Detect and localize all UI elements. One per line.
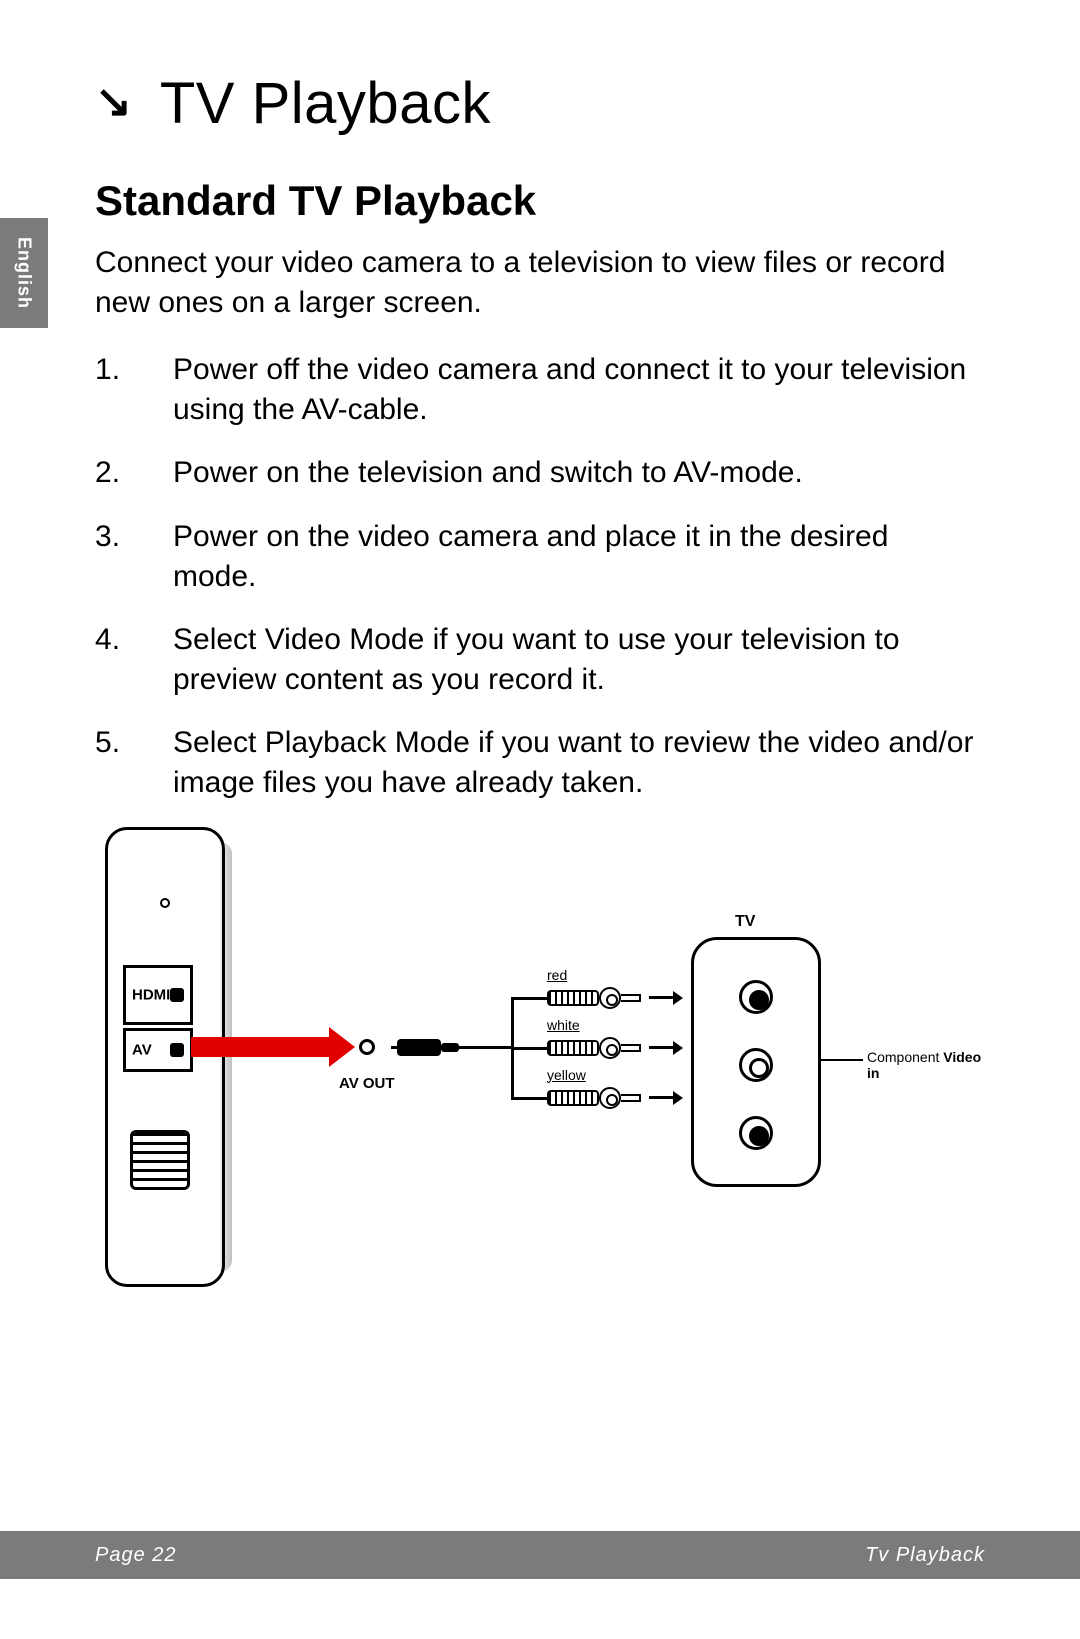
hdmi-port-icon: HDMI — [123, 965, 193, 1025]
rca-yellow-plug-icon — [547, 1085, 647, 1111]
av-hole-icon — [170, 1043, 184, 1057]
connection-diagram: HDMI AV AV OUT red white yellow TV — [95, 827, 985, 1297]
step-item: Power on the television and switch to AV… — [95, 453, 975, 493]
av-port-icon: AV — [123, 1028, 193, 1072]
av-out-label: AV OUT — [339, 1075, 395, 1092]
steps-list: Power off the video camera and connect i… — [95, 350, 975, 802]
hdmi-port-label: HDMI — [132, 986, 170, 1003]
section-title: Standard TV Playback — [95, 177, 985, 225]
footer-page-number: Page 22 — [95, 1544, 177, 1567]
cable-icon — [391, 1046, 511, 1049]
tv-label: TV — [735, 913, 755, 931]
step-item: Power on the video camera and place it i… — [95, 517, 975, 596]
step-item: Power off the video camera and connect i… — [95, 350, 975, 429]
intro-paragraph: Connect your video camera to a televisio… — [95, 243, 975, 322]
av-port-label: AV — [132, 1041, 152, 1058]
step-item: Select Playback Mode if you want to revi… — [95, 723, 975, 802]
rca-white-plug-icon — [547, 1035, 647, 1061]
av-jack-icon — [359, 1039, 375, 1055]
tv-leader-line-icon — [821, 1059, 863, 1061]
rca-red-label: red — [547, 967, 567, 983]
tv-socket-icon — [739, 1048, 773, 1082]
chapter-heading: ↘ TV Playback — [95, 70, 985, 137]
chapter-title-text: TV Playback — [160, 70, 491, 137]
component-video-label: Component Video in — [867, 1049, 985, 1081]
cable-split-icon — [511, 997, 514, 1097]
hdmi-hole-icon — [170, 988, 184, 1002]
tv-socket-icon — [739, 980, 773, 1014]
manual-page: English ↘ TV Playback Standard TV Playba… — [0, 0, 1080, 1639]
red-arrow-icon — [191, 1037, 331, 1057]
footer-section-name: Tv Playback — [865, 1544, 985, 1567]
rca-yellow-label: yellow — [547, 1067, 586, 1083]
tv-panel-icon — [691, 937, 821, 1187]
page-footer: Page 22 Tv Playback — [0, 1531, 1080, 1579]
rca-red-plug-icon — [547, 985, 647, 1011]
chapter-arrow-icon: ↘ — [95, 80, 132, 124]
step-item: Select Video Mode if you want to use you… — [95, 620, 975, 699]
speaker-grille-icon — [130, 1130, 190, 1190]
language-tab: English — [0, 218, 48, 328]
camera-led-icon — [160, 898, 170, 908]
tv-socket-icon — [739, 1116, 773, 1150]
camera-icon: HDMI AV — [105, 827, 225, 1287]
rca-white-label: white — [547, 1017, 580, 1033]
